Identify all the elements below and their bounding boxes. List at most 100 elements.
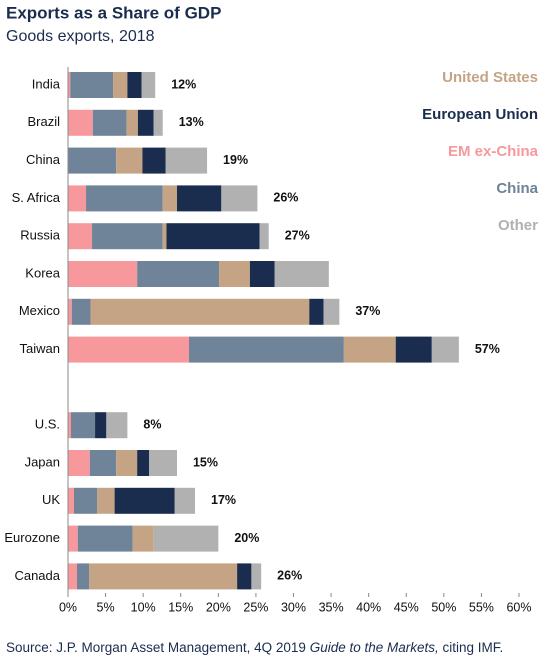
bar-segment xyxy=(149,450,177,476)
bar-segment xyxy=(127,72,142,98)
bar-segment xyxy=(309,298,324,325)
x-tick-label: 30% xyxy=(281,600,306,614)
source-text: citing IMF. xyxy=(439,640,504,655)
y-tick-label: Mexico xyxy=(19,303,60,318)
bar-segment xyxy=(113,72,128,98)
bar-segment xyxy=(395,336,432,363)
legend-label: Other xyxy=(498,217,538,234)
x-tick-label: 50% xyxy=(431,600,456,614)
bar-segment xyxy=(90,298,310,325)
chart-subtitle: Goods exports, 2018 xyxy=(6,28,155,45)
x-tick-label: 55% xyxy=(469,600,494,614)
bar-segment xyxy=(68,72,71,98)
bar-segment xyxy=(166,223,260,250)
total-label: 12% xyxy=(171,77,196,91)
bar-segment xyxy=(323,298,340,325)
total-label: 19% xyxy=(223,153,248,167)
y-tick-label: Eurozone xyxy=(4,530,60,545)
bar-segment xyxy=(142,147,166,174)
bar-segment xyxy=(68,525,78,552)
bar-segment xyxy=(68,336,190,363)
bar-segment xyxy=(89,563,238,590)
bar-segment xyxy=(71,298,91,325)
bar-segment xyxy=(68,261,138,287)
legend-label: EM ex-China xyxy=(448,143,539,160)
chart-title: Exports as a Share of GDP xyxy=(6,3,221,22)
y-tick-label: India xyxy=(32,76,61,91)
x-tick-label: 60% xyxy=(506,600,531,614)
y-tick-label: Japan xyxy=(25,454,60,469)
y-tick-label: Korea xyxy=(25,265,60,280)
x-tick-label: 15% xyxy=(168,600,193,614)
bar-segment xyxy=(114,487,175,514)
bar-segment xyxy=(89,450,117,476)
bar-segment xyxy=(249,261,275,287)
bar-segment xyxy=(106,412,128,439)
x-tick-label: 45% xyxy=(394,600,419,614)
bar-segment xyxy=(219,261,250,287)
bar-segment xyxy=(343,336,396,363)
bar-segment xyxy=(116,147,143,174)
bar-segment xyxy=(274,261,329,287)
legend-label: European Union xyxy=(422,106,538,123)
x-tick-label: 0% xyxy=(59,600,77,614)
bar-segment xyxy=(92,223,163,250)
bar-segment xyxy=(116,450,138,476)
x-tick-label: 40% xyxy=(356,600,381,614)
total-label: 37% xyxy=(355,304,380,318)
total-label: 27% xyxy=(285,228,310,242)
bar-segment xyxy=(221,185,258,212)
bar-segment xyxy=(68,298,72,325)
x-tick-label: 35% xyxy=(319,600,344,614)
bar-segment xyxy=(137,450,150,476)
bar-segment xyxy=(68,450,90,476)
bar-segment xyxy=(165,147,208,174)
y-tick-label: China xyxy=(26,152,61,167)
bar-segment xyxy=(86,185,163,212)
y-tick-label: UK xyxy=(42,492,60,507)
bar-segment xyxy=(77,525,133,552)
bar-segment xyxy=(137,109,154,136)
bar-segment xyxy=(162,185,177,212)
bar-segment xyxy=(68,223,93,250)
bar-segment xyxy=(251,563,262,590)
total-label: 20% xyxy=(234,531,259,545)
x-tick-label: 5% xyxy=(97,600,115,614)
bar-segment xyxy=(237,563,252,590)
bar-segment xyxy=(174,487,196,514)
bar-segment xyxy=(68,147,117,174)
legend-label: China xyxy=(496,180,538,197)
bar-segment xyxy=(95,412,107,439)
bar-segment xyxy=(259,223,269,250)
y-tick-label: Brazil xyxy=(27,114,60,129)
bar-segment xyxy=(141,72,156,98)
bar-segment xyxy=(176,185,222,212)
source-text: Source: J.P. Morgan Asset Management, 4Q… xyxy=(6,640,310,655)
total-label: 15% xyxy=(193,455,218,469)
bar-segment xyxy=(92,109,127,136)
x-tick-label: 25% xyxy=(243,600,268,614)
bar-segment xyxy=(68,185,87,212)
bar-segment xyxy=(71,412,96,439)
legend-label: United States xyxy=(442,69,538,86)
total-label: 8% xyxy=(143,417,161,431)
bar-segment xyxy=(431,336,459,363)
bar-segment xyxy=(132,525,154,552)
bar-segment xyxy=(153,525,219,552)
total-label: 17% xyxy=(211,493,236,507)
source-italic: Guide to the Markets, xyxy=(310,640,439,655)
y-tick-label: Canada xyxy=(14,568,60,583)
y-tick-label: U.S. xyxy=(35,417,60,432)
bar-segment xyxy=(68,412,72,439)
y-tick-label: Russia xyxy=(20,228,61,243)
bar-segment xyxy=(162,223,167,250)
total-label: 13% xyxy=(179,115,204,129)
bar-segment xyxy=(74,487,98,514)
bar-segment xyxy=(189,336,344,363)
x-tick-label: 20% xyxy=(206,600,231,614)
source: Source: J.P. Morgan Asset Management, 4Q… xyxy=(6,640,503,655)
bar-segment xyxy=(77,563,90,590)
total-label: 57% xyxy=(475,342,500,356)
bar-segment xyxy=(68,563,78,590)
